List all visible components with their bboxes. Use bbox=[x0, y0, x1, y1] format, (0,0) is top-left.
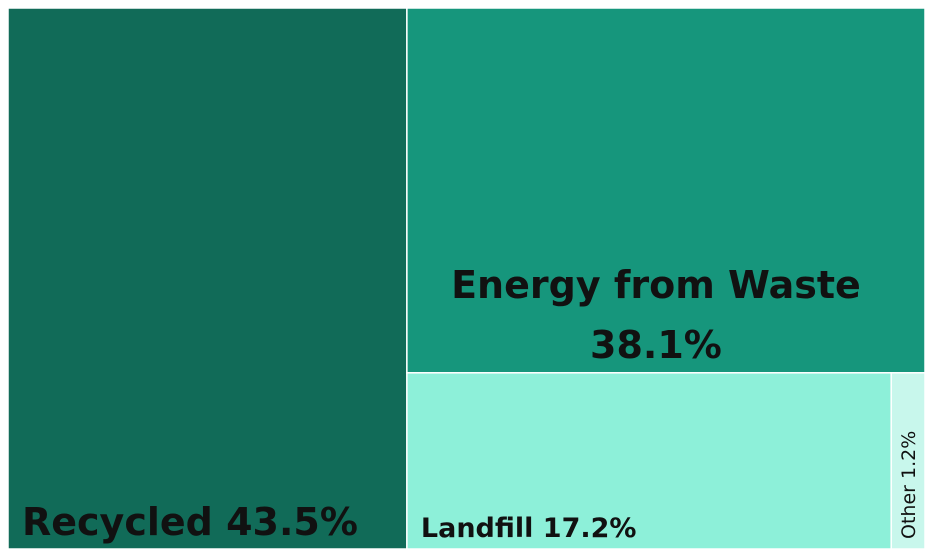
cell-label: Landfill 17.2% bbox=[421, 513, 637, 544]
cell-value: 1.2% bbox=[898, 431, 920, 479]
cell-value: 38.1% bbox=[590, 323, 722, 367]
cell-name: Landfill bbox=[421, 513, 534, 544]
cell-name: Recycled bbox=[22, 500, 213, 544]
cell-label: Other 1.2% bbox=[898, 431, 920, 539]
cell-value: 17.2% bbox=[543, 513, 637, 544]
cell-label: Recycled 43.5% bbox=[22, 500, 358, 544]
treemap-cell bbox=[406, 7, 925, 374]
cell-name: Other bbox=[898, 485, 920, 539]
treemap-cell bbox=[890, 372, 925, 550]
treemap-cell bbox=[7, 7, 408, 550]
cell-value: 43.5% bbox=[226, 500, 358, 544]
cell-name: Energy from Waste bbox=[451, 263, 861, 307]
treemap-cell bbox=[406, 372, 892, 550]
